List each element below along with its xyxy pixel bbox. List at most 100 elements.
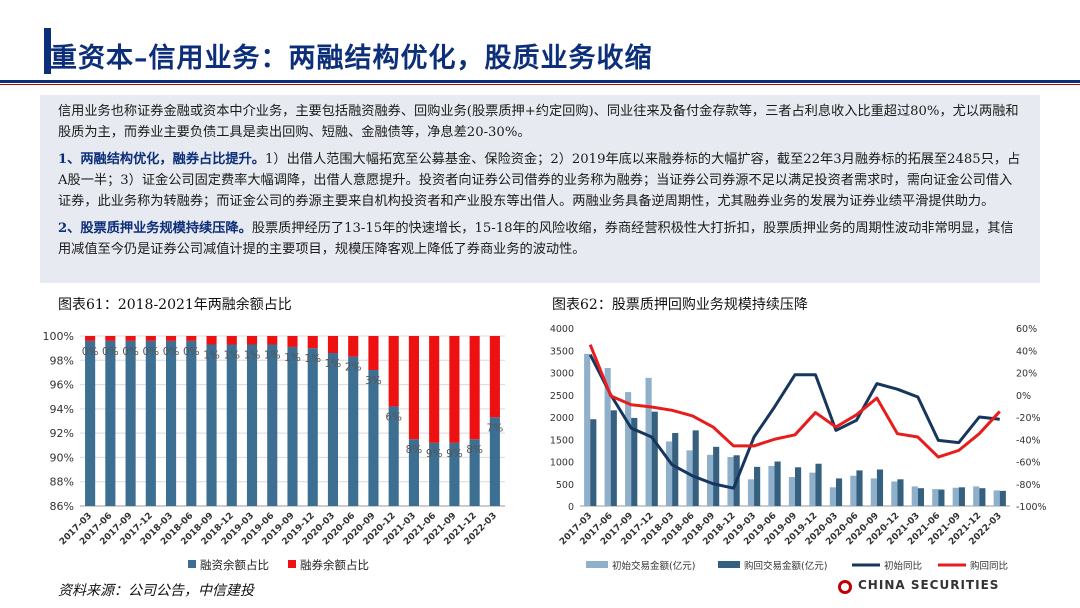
bar-short-selling bbox=[145, 336, 156, 341]
bar-margin-financing bbox=[408, 439, 419, 506]
bar-data-label: 1% bbox=[304, 353, 321, 365]
bar-repurchase-amount bbox=[876, 469, 884, 506]
bar-short-selling bbox=[408, 336, 419, 440]
right-y-tick-label: -20% bbox=[1016, 413, 1041, 424]
p2-heading: 1、两融结构优化，融券占比提升。 bbox=[58, 152, 265, 167]
bar-repurchase-amount bbox=[795, 467, 802, 506]
bar-data-label: 1% bbox=[223, 350, 240, 362]
legend-label-repurchase-amount: 购回交易金额(亿元) bbox=[744, 560, 827, 572]
bar-short-selling bbox=[246, 336, 258, 345]
line-initial-yoy bbox=[588, 354, 1000, 490]
summary-paragraph-3: 2、股票质押业务规模持续压降。股票质押经历了13-15年的快速增长，15-18年… bbox=[58, 218, 1022, 260]
bar-margin-financing bbox=[145, 340, 156, 506]
bar-margin-financing bbox=[246, 344, 258, 506]
bar-short-selling bbox=[368, 336, 379, 370]
bar-short-selling bbox=[186, 336, 197, 341]
bar-initial-amount bbox=[911, 486, 918, 506]
bar-initial-amount bbox=[993, 490, 1000, 506]
page-title: 重资本–信用业务：两融结构优化，股质业务收缩 bbox=[50, 43, 653, 74]
legend-label-initial-amount: 初始交易金额(亿元) bbox=[612, 560, 695, 572]
brand-logo-icon bbox=[838, 580, 852, 594]
left-y-tick-label: 0 bbox=[568, 502, 574, 513]
right-y-tick-label: -60% bbox=[1016, 458, 1041, 469]
bar-data-label: 9% bbox=[446, 448, 463, 460]
title-rule-accent bbox=[0, 84, 1080, 85]
bar-short-selling bbox=[206, 336, 217, 345]
bar-initial-amount bbox=[850, 475, 857, 506]
chart62-pledge-repo: 0 500 1000 1500 2000 2500 3000 3500 4000 -100% -80… bbox=[550, 324, 1047, 572]
right-y-tick-label: 0% bbox=[1016, 391, 1031, 402]
bar-margin-financing bbox=[348, 356, 359, 506]
bar-initial-amount bbox=[788, 477, 795, 506]
bar-data-label: 2% bbox=[345, 362, 362, 374]
bar-initial-amount bbox=[973, 486, 980, 506]
bar-margin-financing bbox=[327, 353, 339, 506]
legend-label-initial-yoy: 初始同比 bbox=[884, 560, 922, 572]
bar-initial-amount bbox=[604, 368, 611, 506]
summary-paragraph-1: 信用业务也称证券金融或资本中介业务，主要包括融资融券、回购业务(股票质押+约定回… bbox=[58, 104, 1019, 140]
bar-short-selling bbox=[429, 336, 440, 443]
left-y-tick-label: 2000 bbox=[550, 413, 574, 424]
left-y-tick-label: 2500 bbox=[550, 391, 574, 402]
bar-data-label: 0% bbox=[122, 346, 139, 358]
bar-initial-amount bbox=[891, 481, 898, 506]
chart61-caption: 图表61：2018-2021年两融余额占比 bbox=[58, 297, 292, 313]
right-y-tick-label: 60% bbox=[1016, 324, 1037, 335]
bar-data-label: 8% bbox=[466, 444, 483, 456]
line-repurchase-yoy bbox=[588, 344, 1001, 459]
left-y-tick-label: 4000 bbox=[550, 324, 574, 335]
bar-margin-financing bbox=[125, 340, 136, 506]
bar-repurchase-amount bbox=[815, 463, 822, 506]
bar-initial-amount bbox=[645, 377, 652, 506]
bar-margin-financing bbox=[85, 340, 96, 506]
bar-data-label: 0% bbox=[102, 346, 119, 358]
bar-initial-amount bbox=[584, 353, 591, 506]
bar-repurchase-amount bbox=[774, 461, 781, 506]
p2-body: 1）出借人范围大幅拓宽至公募基金、保险资金；2）2019年底以来融券标的大幅扩容… bbox=[58, 152, 1021, 209]
bar-margin-financing bbox=[368, 370, 379, 506]
bar-repurchase-amount bbox=[958, 487, 965, 506]
chart62-caption: 图表62：股票质押回购业务规模持续压降 bbox=[552, 297, 808, 313]
bar-margin-financing bbox=[429, 442, 440, 506]
bar-margin-financing bbox=[166, 340, 177, 506]
bar-initial-amount bbox=[952, 487, 959, 506]
bar-data-label: 0% bbox=[142, 346, 159, 358]
y-tick-label: 94% bbox=[50, 403, 74, 416]
bar-repurchase-amount bbox=[610, 410, 617, 506]
y-tick-label: 96% bbox=[50, 379, 74, 392]
bar-short-selling bbox=[307, 336, 318, 349]
legend-swatch-initial-amount bbox=[586, 561, 608, 568]
bar-initial-amount bbox=[666, 441, 673, 506]
bar-short-selling bbox=[469, 336, 480, 440]
bar-data-label: 9% bbox=[426, 448, 443, 460]
right-y-tick-label: -40% bbox=[1016, 435, 1041, 446]
y-tick-label: 92% bbox=[50, 427, 74, 440]
bar-initial-amount bbox=[829, 487, 836, 506]
bar-repurchase-amount bbox=[692, 430, 699, 506]
bar-data-label: 1% bbox=[203, 350, 220, 362]
bar-short-selling bbox=[125, 336, 136, 341]
bar-repurchase-amount bbox=[631, 417, 638, 506]
bar-data-label: 7% bbox=[487, 422, 504, 434]
y-tick-label: 88% bbox=[50, 476, 74, 489]
bar-data-label: 1% bbox=[244, 350, 261, 362]
legend-label-short: 融券余额占比 bbox=[300, 558, 369, 572]
y-tick-label: 100% bbox=[43, 330, 74, 343]
bar-margin-financing bbox=[226, 344, 237, 506]
bar-short-selling bbox=[287, 336, 298, 347]
legend-label-repurchase-yoy: 购回同比 bbox=[970, 560, 1008, 572]
bar-initial-amount bbox=[870, 478, 877, 506]
right-y-tick-label: 40% bbox=[1016, 346, 1037, 357]
bar-repurchase-amount bbox=[672, 433, 679, 506]
bar-short-selling bbox=[105, 336, 116, 341]
bar-margin-financing bbox=[206, 344, 217, 506]
right-y-tick-label: 20% bbox=[1016, 369, 1037, 380]
bar-data-label: 0% bbox=[163, 346, 180, 358]
bar-margin-financing bbox=[449, 442, 460, 506]
bar-repurchase-amount bbox=[651, 411, 658, 506]
y-tick-label: 90% bbox=[50, 451, 74, 464]
bar-data-label: 3% bbox=[365, 375, 382, 387]
bar-repurchase-amount bbox=[979, 488, 986, 506]
bar-repurchase-amount bbox=[856, 470, 863, 506]
p3-body: 股票质押经历了13-15年的快速增长，15-18年的风险收缩，券商经营积极性大打… bbox=[58, 221, 1014, 257]
